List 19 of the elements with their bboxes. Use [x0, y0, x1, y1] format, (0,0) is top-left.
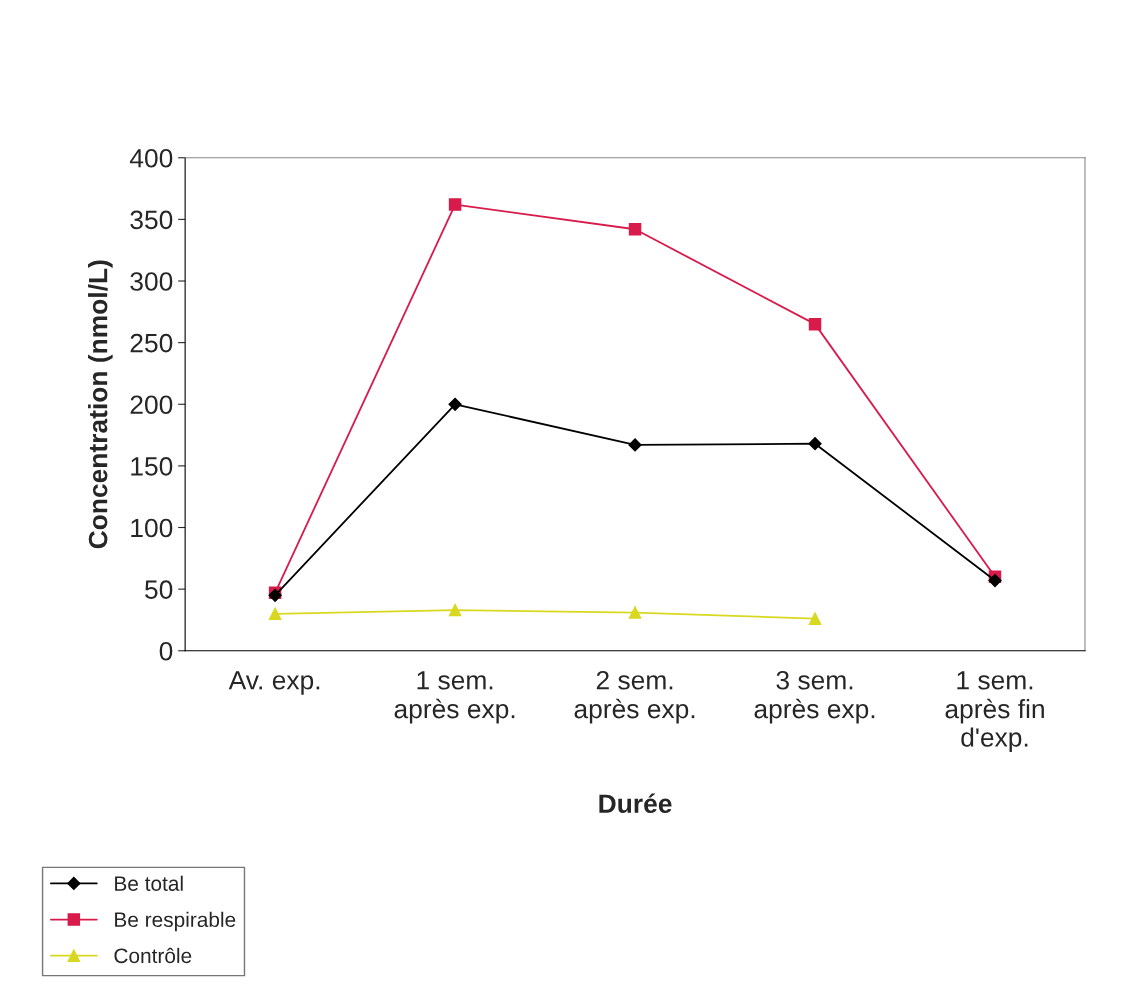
y-tick-label: 350 [130, 210, 173, 230]
y-tick-label: 100 [131, 518, 173, 538]
legend-label: Be total [115, 875, 183, 891]
x-tick-label: Av. exp. [228, 671, 320, 695]
y-tick-label: 250 [130, 333, 173, 353]
x-tick-label: 2 sem. après exp. [574, 670, 695, 724]
y-tick-label: 200 [130, 395, 173, 415]
legend-label: Be respirable [115, 911, 236, 932]
y-axis-title: Concentration (nmol/L) [88, 260, 113, 549]
legend-label: Contrôle [114, 947, 192, 964]
y-tick-label: 50 [145, 580, 173, 599]
y-tick-label: 0 [159, 641, 173, 661]
y-tick-label: 300 [130, 272, 173, 291]
x-tick-label: 1 sem. après fin d'exp. [945, 671, 1044, 753]
y-tick-label: 150 [131, 457, 173, 476]
x-axis-title: Durée [599, 793, 672, 814]
x-tick-label: 3 sem. après exp. [754, 670, 875, 724]
x-tick-label: 1 sem. après exp. [394, 671, 515, 724]
y-tick-label: 400 [129, 148, 173, 168]
